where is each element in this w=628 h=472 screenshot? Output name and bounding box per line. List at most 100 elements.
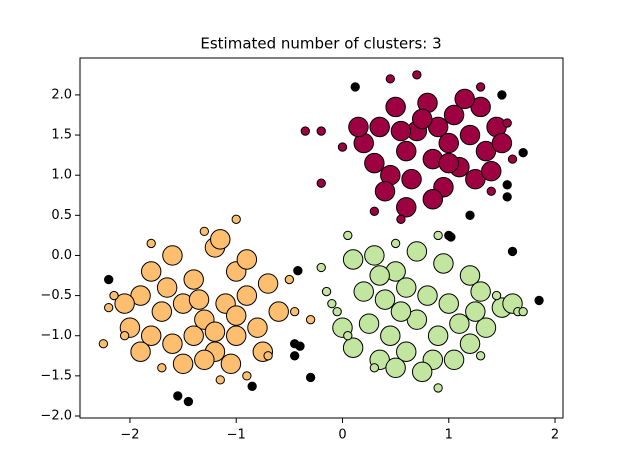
point bbox=[374, 181, 396, 202]
point bbox=[475, 82, 486, 92]
point bbox=[438, 152, 459, 174]
point bbox=[316, 178, 326, 188]
point bbox=[119, 331, 130, 341]
point bbox=[385, 357, 406, 379]
point bbox=[225, 325, 247, 346]
point bbox=[305, 372, 316, 383]
point bbox=[263, 351, 273, 361]
point bbox=[390, 120, 412, 142]
point bbox=[225, 305, 247, 326]
point bbox=[507, 154, 518, 164]
point bbox=[411, 361, 433, 383]
point bbox=[396, 277, 417, 298]
point bbox=[502, 192, 512, 202]
point bbox=[327, 298, 337, 309]
point bbox=[342, 337, 364, 358]
point bbox=[290, 351, 300, 361]
point bbox=[507, 246, 518, 257]
x-tick-label: −2 bbox=[120, 428, 139, 443]
point bbox=[220, 353, 242, 375]
point bbox=[337, 142, 348, 152]
point bbox=[475, 317, 497, 338]
point bbox=[98, 339, 109, 349]
point bbox=[502, 180, 512, 190]
point bbox=[433, 383, 443, 393]
point bbox=[188, 289, 210, 310]
chart-title: Estimated number of clusters: 3 bbox=[200, 35, 441, 53]
point bbox=[290, 306, 300, 317]
point bbox=[284, 274, 295, 285]
point bbox=[390, 301, 412, 322]
point bbox=[433, 253, 454, 274]
point bbox=[162, 333, 183, 354]
point bbox=[459, 333, 481, 354]
y-tick-label: −2.0 bbox=[40, 408, 72, 423]
x-tick-label: 2 bbox=[551, 428, 559, 443]
point bbox=[293, 266, 303, 276]
point bbox=[486, 186, 496, 196]
point bbox=[475, 351, 486, 361]
point bbox=[236, 285, 258, 306]
x-tick-label: 1 bbox=[445, 428, 453, 443]
point bbox=[300, 126, 310, 136]
point bbox=[396, 140, 417, 162]
point bbox=[194, 349, 215, 371]
point bbox=[348, 116, 369, 138]
point bbox=[358, 313, 380, 334]
point bbox=[401, 168, 422, 190]
point bbox=[353, 281, 374, 302]
y-tick-label: −0.5 bbox=[40, 288, 72, 303]
point bbox=[396, 197, 417, 218]
point bbox=[342, 249, 364, 270]
point bbox=[502, 118, 512, 128]
point bbox=[369, 363, 380, 373]
x-tick-label: −1 bbox=[227, 428, 246, 443]
point bbox=[454, 88, 475, 110]
point bbox=[172, 353, 194, 375]
point bbox=[183, 269, 204, 290]
point bbox=[231, 214, 241, 225]
point bbox=[438, 132, 459, 154]
point bbox=[396, 341, 417, 363]
point bbox=[130, 341, 151, 363]
point bbox=[183, 325, 204, 346]
point bbox=[316, 262, 326, 273]
point bbox=[242, 371, 252, 381]
point bbox=[459, 124, 481, 146]
point bbox=[268, 301, 289, 322]
point bbox=[385, 96, 406, 118]
point bbox=[465, 301, 486, 322]
point bbox=[364, 152, 385, 174]
point bbox=[438, 293, 459, 314]
point bbox=[109, 290, 119, 301]
point bbox=[321, 286, 332, 297]
point bbox=[247, 381, 257, 391]
axes-frame bbox=[79, 57, 564, 419]
point bbox=[411, 108, 433, 130]
point bbox=[350, 82, 360, 92]
point bbox=[204, 321, 226, 342]
point bbox=[518, 148, 528, 158]
point bbox=[390, 238, 401, 249]
point bbox=[443, 349, 465, 371]
point bbox=[257, 273, 279, 294]
point bbox=[369, 206, 380, 216]
point bbox=[385, 74, 395, 84]
y-tick-label: −1.0 bbox=[40, 328, 72, 343]
point bbox=[433, 230, 443, 241]
point bbox=[369, 265, 390, 286]
point bbox=[104, 302, 114, 313]
point bbox=[446, 232, 456, 242]
point bbox=[140, 325, 162, 346]
y-tick-label: 2.0 bbox=[51, 87, 72, 102]
point bbox=[369, 116, 390, 138]
point bbox=[140, 261, 162, 282]
point bbox=[316, 126, 326, 136]
point bbox=[380, 325, 401, 346]
point bbox=[465, 210, 475, 220]
point bbox=[459, 265, 481, 286]
point bbox=[406, 241, 428, 262]
